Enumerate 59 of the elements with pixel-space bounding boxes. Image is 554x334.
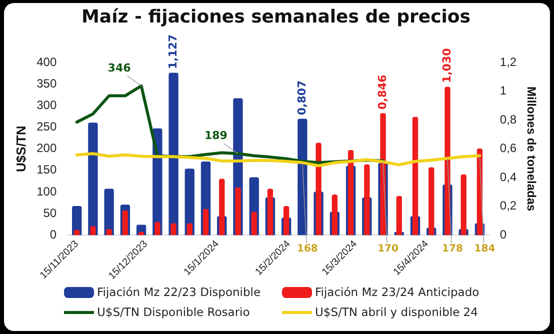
bar [219, 178, 225, 236]
legend-label: Fijación Mz 22/23 Disponible [97, 285, 261, 299]
data-label: 1,127 [166, 34, 180, 70]
y2-tick-label: 0,6 [500, 141, 517, 156]
bar [396, 196, 402, 236]
bar [298, 118, 308, 236]
y-tick-label: 300 [36, 98, 57, 112]
bar [90, 226, 96, 236]
y-tick-label: 0 [50, 227, 57, 242]
annotation: 168 [297, 244, 318, 255]
bar [202, 208, 209, 236]
legend-label: U$S/TN Disponible Rosario [97, 305, 250, 319]
annotation: 189 [204, 128, 228, 142]
annotation: 346 [108, 61, 132, 74]
bar [122, 210, 128, 236]
bar [428, 167, 434, 236]
bar [284, 206, 290, 236]
bar [460, 174, 466, 236]
y2-axis-title: Millones de toneladas [524, 86, 538, 212]
y-tick-label: 400 [36, 54, 57, 69]
y-tick-label: 250 [36, 120, 57, 134]
bar [444, 86, 450, 236]
y-axis-title: U$S/TN [13, 126, 28, 172]
bar [332, 194, 338, 236]
chart-title: Maíz - fijaciones semanales de precios [82, 6, 470, 28]
y-tick-label: 50 [43, 206, 57, 220]
y-tick-label: 200 [36, 141, 57, 156]
bar [88, 122, 98, 236]
y2-tick-label: 0,2 [500, 198, 517, 213]
bar [251, 212, 257, 236]
y2-tick-label: 0 [500, 227, 507, 242]
y2-tick-label: 0,8 [500, 112, 517, 126]
bar [186, 223, 192, 236]
bar [184, 168, 194, 236]
y-tick-label: 350 [36, 76, 57, 90]
annotation: 178 [442, 244, 463, 255]
bar [348, 150, 354, 236]
bar [235, 187, 241, 236]
legend-label: Fijación Mz 23/24 Anticipado [315, 285, 480, 299]
y-tick-label: 100 [36, 184, 57, 198]
data-label: 0,807 [295, 80, 308, 116]
legend-label: U$S/TN abril y disponible 24 [315, 305, 478, 319]
bar [168, 72, 178, 236]
bar [104, 188, 114, 236]
bar [316, 142, 322, 236]
y-tick-label: 150 [36, 162, 57, 177]
data-label: 1,030 [440, 48, 454, 84]
bar [106, 229, 112, 236]
annotation: 184 [474, 244, 496, 255]
bar [364, 164, 370, 236]
bar [412, 116, 418, 236]
y2-tick-label: 0,4 [500, 170, 517, 184]
bar [170, 223, 176, 236]
bar [154, 222, 160, 236]
bar [267, 188, 274, 236]
bar [380, 113, 386, 236]
data-label: 0,846 [376, 74, 389, 110]
y2-tick-label: 1 [500, 84, 507, 98]
y2-tick-label: 1,2 [500, 54, 517, 69]
